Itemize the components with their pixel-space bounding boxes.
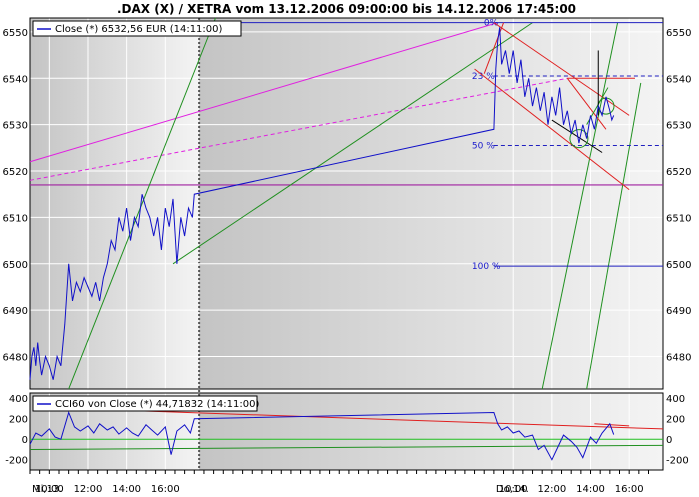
close-price-line (29, 27, 615, 380)
xtick-label: 16:00 (151, 484, 180, 495)
price-ytick-left: 6550 (3, 28, 28, 39)
red-wedge-top (566, 77, 607, 130)
price-pane-band-day1 (30, 18, 200, 389)
cci-ytick-right: 200 (666, 415, 685, 426)
price-ytick-right: 6510 (666, 213, 691, 224)
cci-pane-frame (29, 392, 664, 471)
xtick-label: 14:00 (576, 484, 605, 495)
xtick-label: 14:00 (112, 484, 141, 495)
price-ytick-left: 6510 (3, 213, 28, 224)
xtick-label: 12:00 (537, 484, 566, 495)
price-ytick-right: 6550 (666, 28, 691, 39)
price-ytick-left: 6500 (3, 260, 28, 271)
magenta-trendline (29, 22, 498, 163)
cci-legend-label: CCI60 von Close (*) 44,71832 (14:11:00) (55, 399, 259, 410)
price-ytick-right: 6490 (666, 306, 691, 317)
price-ytick-left: 6530 (3, 121, 28, 132)
cci-legend: CCI60 von Close (*) 44,71832 (14:11:00) (32, 395, 259, 412)
price-legend-box (32, 20, 242, 37)
xtick-label: Do,14. (496, 484, 529, 495)
cci-pane-band-day2 (199, 393, 663, 470)
green-trendline-4 (586, 82, 642, 390)
cci-line (29, 410, 615, 461)
cci-ytick-left: 400 (9, 394, 28, 405)
price-ytick-left: 6520 (3, 167, 28, 178)
price-pane-frame (29, 17, 664, 390)
xtick-label: Mi,13. (32, 484, 63, 495)
green-trendline-2 (172, 22, 533, 265)
green-trendline-1 (68, 17, 217, 390)
fib-level-label: 0% (484, 19, 499, 29)
cci-legend-box (32, 395, 258, 412)
fib-level-label: 23 % (472, 72, 495, 82)
price-legend: Close (*) 6532,56 EUR (14:11:00) (32, 20, 242, 37)
cci-ytick-left: 200 (9, 415, 28, 426)
price-ytick-right: 6500 (666, 260, 691, 271)
cci-ytick-right: 400 (666, 394, 685, 405)
fib-level-label: 50 % (472, 142, 495, 152)
cci-red-short-line (594, 423, 630, 427)
green-trendline-3 (541, 22, 619, 390)
fib-level-label: 100 % (472, 262, 501, 272)
xtick-label: 10:00 (35, 484, 64, 495)
price-ytick-right: 6480 (666, 353, 691, 364)
price-ytick-right: 6520 (666, 167, 691, 178)
price-legend-label: Close (*) 6532,56 EUR (14:11:00) (55, 24, 223, 35)
chart-title: .DAX (X) / XETRA vom 13.12.2006 09:00:00… (117, 2, 576, 16)
green-circle-marker (569, 129, 589, 149)
cci-red-trendline (68, 407, 664, 430)
price-pane-band-day2 (199, 18, 663, 389)
magenta-dashed-trendline (29, 77, 568, 181)
cci-ytick-left: 0 (22, 435, 28, 446)
cci-green-trendline (29, 444, 664, 450)
price-ytick-left: 6490 (3, 306, 28, 317)
cci-ytick-right: 0 (666, 435, 672, 446)
xtick-label: 12:00 (74, 484, 103, 495)
xtick-label: 16:00 (615, 484, 644, 495)
xtick-label: 10:00 (499, 484, 528, 495)
price-ytick-right: 6530 (666, 121, 691, 132)
price-ytick-left: 6540 (3, 74, 28, 85)
cci-ytick-left: -200 (5, 456, 28, 467)
price-ytick-right: 6540 (666, 74, 691, 85)
black-wedge-bottom (551, 119, 603, 153)
red-channel-bottom (474, 68, 630, 190)
price-ytick-left: 6480 (3, 353, 28, 364)
cci-ytick-right: -200 (666, 456, 689, 467)
